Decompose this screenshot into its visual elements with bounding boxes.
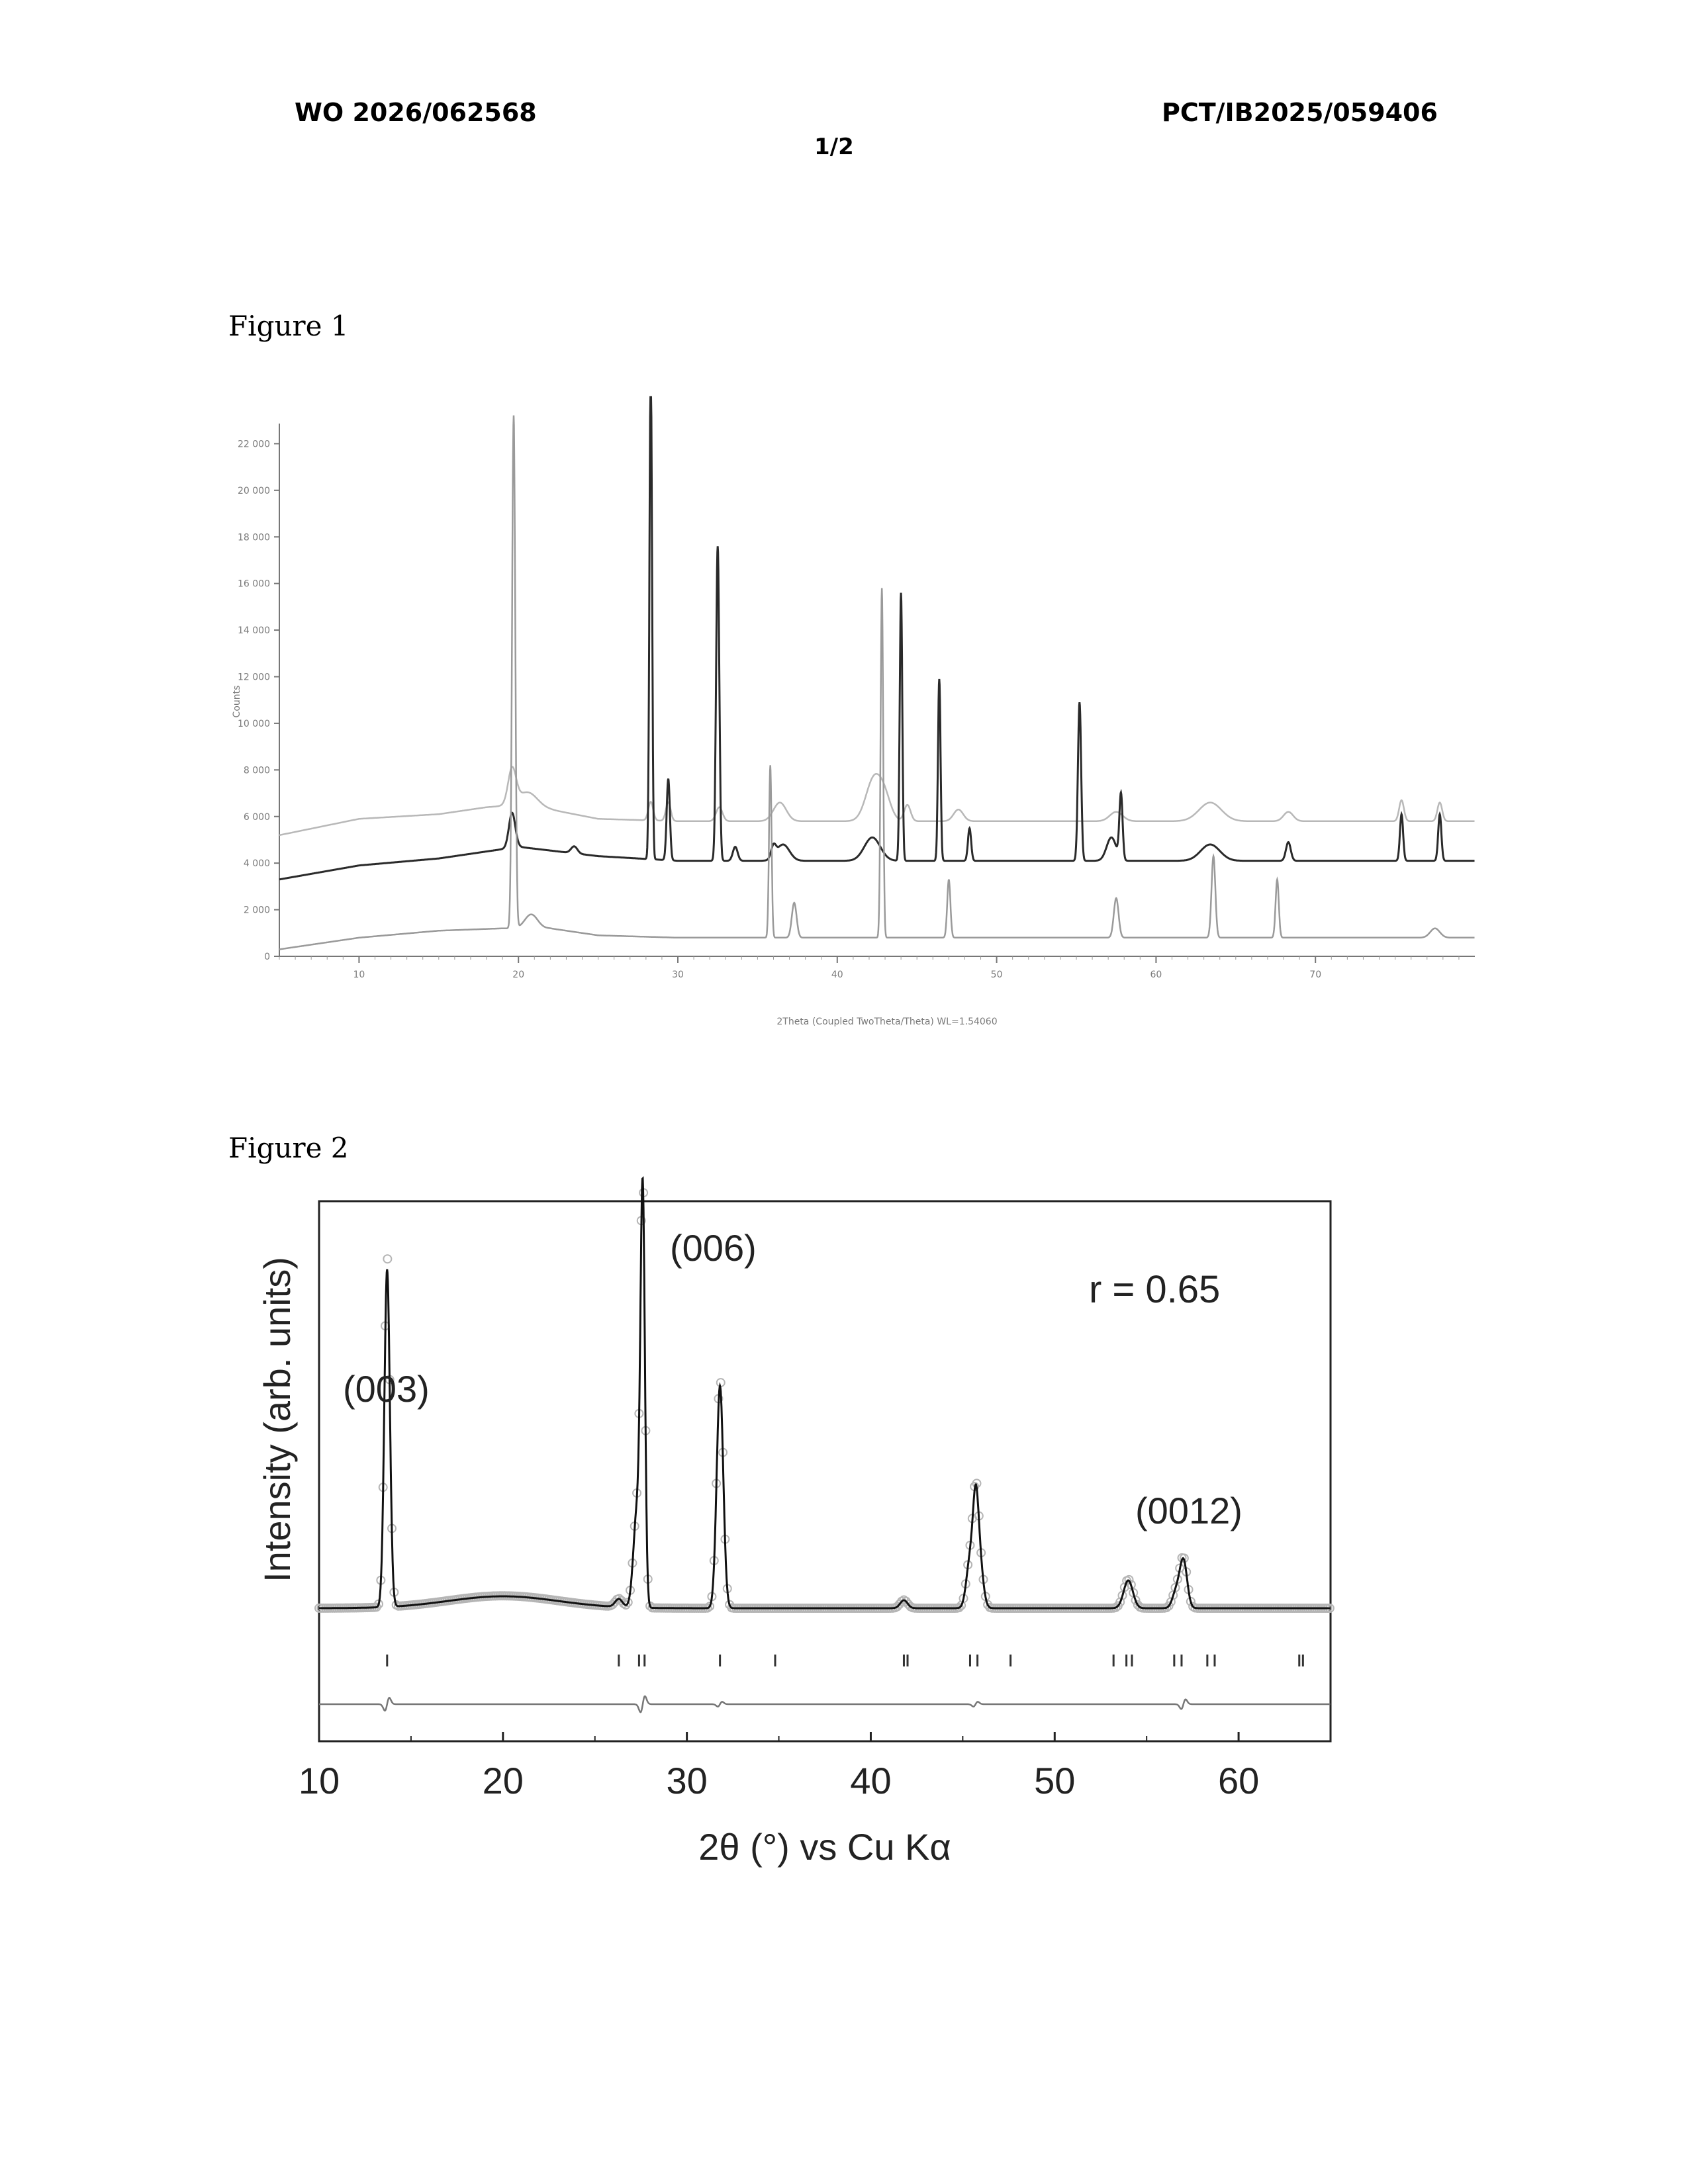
figure-2-y-axis-label: Intensity (arb. units) bbox=[256, 1257, 298, 1582]
figure-2-observed-point bbox=[1124, 1574, 1134, 1584]
figure-1-plot-area: 10 20 30 40 50 60 70 0 2 000 4 000 6 000 8 000 10 00… bbox=[238, 396, 1475, 980]
figure-2-observed-point bbox=[623, 1598, 633, 1608]
figure-2-annotation: (003) bbox=[343, 1368, 430, 1410]
figure-2-observed-data bbox=[314, 1188, 1335, 1613]
figure-1-y-tick-label: 4 000 bbox=[244, 858, 270, 869]
figure-2-x-tick-label: 10 bbox=[299, 1760, 340, 1801]
figure-2-observed-point bbox=[383, 1254, 393, 1264]
figure-2-label: Figure 2 bbox=[228, 1132, 349, 1164]
figure-1-series-2-line bbox=[279, 396, 1475, 881]
figure-2-plot-frame bbox=[318, 1200, 1332, 1743]
figure-1-x-tick-label: 30 bbox=[672, 970, 684, 980]
figure-1-x-tick-label: 40 bbox=[831, 970, 843, 980]
figure-1-y-tick-label: 10 000 bbox=[238, 719, 270, 729]
figure-1-series-3-line bbox=[279, 415, 1475, 950]
figure-1-x-tick-label: 10 bbox=[353, 970, 365, 980]
figure-1-y-tick-label: 22 000 bbox=[238, 439, 270, 449]
figure-2-x-axis-label: 2θ (°) vs Cu Kα bbox=[698, 1826, 951, 1868]
figure-2-observed-point bbox=[621, 1600, 631, 1610]
figure-2-x-tick-label: 40 bbox=[850, 1760, 891, 1801]
figure-1-y-tick-label: 20 000 bbox=[238, 486, 270, 496]
figure-1-y-tick-label: 14 000 bbox=[238, 625, 270, 636]
figure-2-annotation: (006) bbox=[670, 1227, 757, 1269]
figure-1-y-tick-label: 16 000 bbox=[238, 579, 270, 590]
figure-1-series-1-line bbox=[279, 766, 1475, 837]
figure-1-x-tick-label: 50 bbox=[991, 970, 1003, 980]
figure-2-x-tick-label: 20 bbox=[483, 1760, 524, 1801]
figure-1-x-tick-label: 60 bbox=[1150, 970, 1162, 980]
figure-1-label: Figure 1 bbox=[228, 310, 349, 342]
figure-2-observed-point bbox=[1117, 1590, 1127, 1600]
figure-1-y-tick-label: 0 bbox=[264, 952, 270, 962]
figure-2-x-tick-label: 50 bbox=[1034, 1760, 1075, 1801]
figure-2-observed-point bbox=[705, 1602, 715, 1612]
figure-1-y-tick-label: 6 000 bbox=[244, 812, 270, 823]
figure-1-x-tick-label: 70 bbox=[1309, 970, 1321, 980]
figure-2-annotation: (0012) bbox=[1135, 1490, 1243, 1531]
figure-1-y-tick-label: 12 000 bbox=[238, 672, 270, 683]
figure-2-calculated-line bbox=[319, 1176, 1331, 1610]
figure-1-y-tick-label: 8 000 bbox=[244, 765, 270, 776]
figure-1-y-axis-label: Counts bbox=[232, 686, 242, 718]
figure-2-x-tick-label: 30 bbox=[666, 1760, 707, 1801]
page-number: 1/2 bbox=[814, 134, 854, 160]
figure-2-observed-point bbox=[1131, 1595, 1141, 1605]
application-number: PCT/IB2025/059406 bbox=[1162, 98, 1438, 127]
figure-1-y-tick-label: 18 000 bbox=[238, 532, 270, 543]
figure-1-y-tick-label: 2 000 bbox=[244, 905, 270, 916]
figure-2-annotation: r = 0.65 bbox=[1089, 1268, 1220, 1311]
figure-1-x-tick-label: 20 bbox=[512, 970, 524, 980]
figure-2-plot-area: 10 20 30 40 50 60 (003) (006) (0012) r = 0.65 bbox=[299, 1176, 1335, 1801]
figure-2-difference-line bbox=[319, 1695, 1331, 1713]
figure-2-x-tick-label: 60 bbox=[1218, 1760, 1259, 1801]
publication-number: WO 2026/062568 bbox=[295, 98, 537, 127]
figure-1-x-axis-label: 2Theta (Coupled TwoTheta/Theta) WL=1.540… bbox=[776, 1017, 997, 1027]
